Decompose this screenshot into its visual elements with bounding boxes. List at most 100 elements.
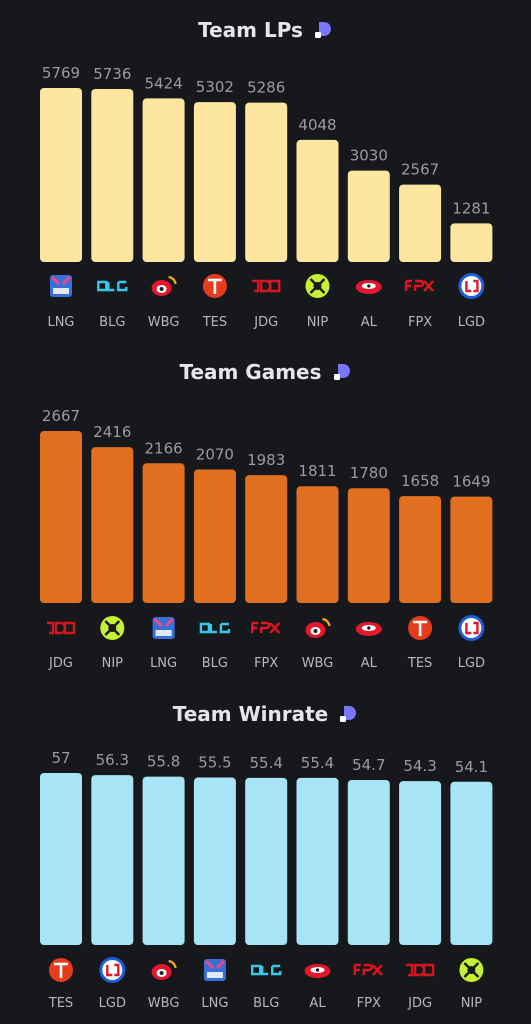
value-label: 4048 xyxy=(298,116,336,134)
category-label: AL xyxy=(361,315,378,330)
chart-title-text: Team Games xyxy=(179,360,322,384)
category-label: WBG xyxy=(302,656,334,671)
category-label: AL xyxy=(361,656,378,671)
blg-logo-icon xyxy=(199,622,231,634)
brand-icon xyxy=(340,706,357,722)
brand-icon xyxy=(314,22,331,38)
value-label: 1649 xyxy=(452,473,490,491)
category-label: LGD xyxy=(458,656,485,671)
tes-logo-icon xyxy=(408,616,433,640)
category-label: LNG xyxy=(201,996,228,1011)
blg-logo-icon xyxy=(251,964,282,976)
value-label: 5736 xyxy=(93,65,131,83)
category-label: LNG xyxy=(47,315,74,330)
bar xyxy=(245,777,288,945)
bar xyxy=(245,102,288,262)
lng-logo-icon xyxy=(203,959,226,981)
bar xyxy=(193,469,236,603)
category-label: BLG xyxy=(202,656,228,671)
bar xyxy=(91,447,134,603)
value-label: 5286 xyxy=(247,79,285,97)
value-label: 5769 xyxy=(42,64,80,82)
value-label: 5302 xyxy=(196,78,234,96)
jdg-logo-icon xyxy=(406,963,435,977)
wbg-logo-icon xyxy=(151,959,177,980)
team-lps-panel: Team LPs 5769 LNG 5736 BLG 5424 WBG 5302 TES 528… xyxy=(0,0,531,340)
category-label: TES xyxy=(407,656,432,671)
bar xyxy=(40,88,82,262)
chart-title-text: Team Winrate xyxy=(172,702,329,726)
category-label: TES xyxy=(202,315,227,330)
chart-title: Team LPs xyxy=(0,18,531,42)
lgd-logo-icon xyxy=(458,615,485,641)
category-label: AL xyxy=(309,996,326,1011)
fpx-logo-icon xyxy=(404,279,434,292)
bar xyxy=(142,98,185,263)
bar xyxy=(245,475,288,603)
al-logo-icon xyxy=(355,622,382,636)
category-label: JDG xyxy=(253,315,278,330)
value-label: 55.5 xyxy=(198,754,231,772)
lgd-logo-icon xyxy=(99,957,126,983)
value-label: 54.3 xyxy=(403,757,436,775)
category-label: LNG xyxy=(150,656,177,671)
bar xyxy=(296,486,339,603)
value-label: 55.4 xyxy=(301,754,334,772)
value-label: 55.4 xyxy=(249,754,282,772)
al-logo-icon xyxy=(304,964,331,978)
fpx-logo-icon xyxy=(251,621,281,634)
al-logo-icon xyxy=(355,280,382,294)
category-label: NIP xyxy=(102,656,124,671)
category-label: BLG xyxy=(99,315,125,330)
bar xyxy=(142,463,185,603)
wbg-logo-icon xyxy=(151,275,177,296)
team-games-chart: 2667 JDG 2416 NIP 2166 LNG 2070 BLG 1983 FPX 1811 W… xyxy=(40,407,493,671)
tes-logo-icon xyxy=(49,958,73,982)
category-label: JDG xyxy=(407,996,432,1011)
lng-logo-icon xyxy=(50,275,72,297)
category-label: WBG xyxy=(148,996,180,1011)
value-label: 2070 xyxy=(196,446,234,464)
category-label: NIP xyxy=(307,315,329,330)
brand-icon xyxy=(333,364,350,380)
team-lps-chart: 5769 LNG 5736 BLG 5424 WBG 5302 TES 5286 JDG 4048 N… xyxy=(40,64,493,330)
value-label: 1811 xyxy=(298,462,336,480)
team-games-panel: Team Games 2667 JDG 2416 NIP 2166 LNG 2070 BLG 1… xyxy=(0,340,531,682)
tes-logo-icon xyxy=(202,274,227,298)
team-winrate-chart: 57 TES 56.3 LGD 55.8 WBG 55.5 LNG 55.4 BLG 55.4 AL 5… xyxy=(40,749,493,1011)
bar xyxy=(91,88,134,262)
category-label: LGD xyxy=(458,315,485,330)
value-label: 57 xyxy=(51,749,70,767)
chart-title: Team Winrate xyxy=(0,702,531,726)
category-label: FPX xyxy=(408,315,432,330)
bar xyxy=(40,773,82,945)
category-label: LGD xyxy=(99,996,126,1011)
value-label: 1780 xyxy=(350,464,388,482)
nip-logo-icon xyxy=(305,274,330,298)
value-label: 2667 xyxy=(42,407,80,425)
chart-title: Team Games xyxy=(0,360,531,384)
bar xyxy=(450,496,493,603)
value-label: 1983 xyxy=(247,451,285,469)
bar xyxy=(142,776,185,945)
value-label: 56.3 xyxy=(96,751,129,769)
bar xyxy=(40,431,82,603)
category-label: WBG xyxy=(148,315,180,330)
bar xyxy=(399,496,442,603)
bar xyxy=(193,777,236,945)
nip-logo-icon xyxy=(100,616,125,640)
lgd-logo-icon xyxy=(458,273,485,299)
bar xyxy=(193,102,236,262)
category-label: JDG xyxy=(48,656,73,671)
blg-logo-icon xyxy=(97,280,128,292)
jdg-logo-icon xyxy=(47,621,76,635)
bar xyxy=(296,139,339,262)
value-label: 2416 xyxy=(93,423,131,441)
bar xyxy=(347,170,390,262)
value-label: 2567 xyxy=(401,161,439,179)
bar xyxy=(347,779,390,945)
chart-title-text: Team LPs xyxy=(198,18,303,42)
bar xyxy=(450,223,493,262)
category-label: NIP xyxy=(461,996,483,1011)
value-label: 2166 xyxy=(145,439,183,457)
